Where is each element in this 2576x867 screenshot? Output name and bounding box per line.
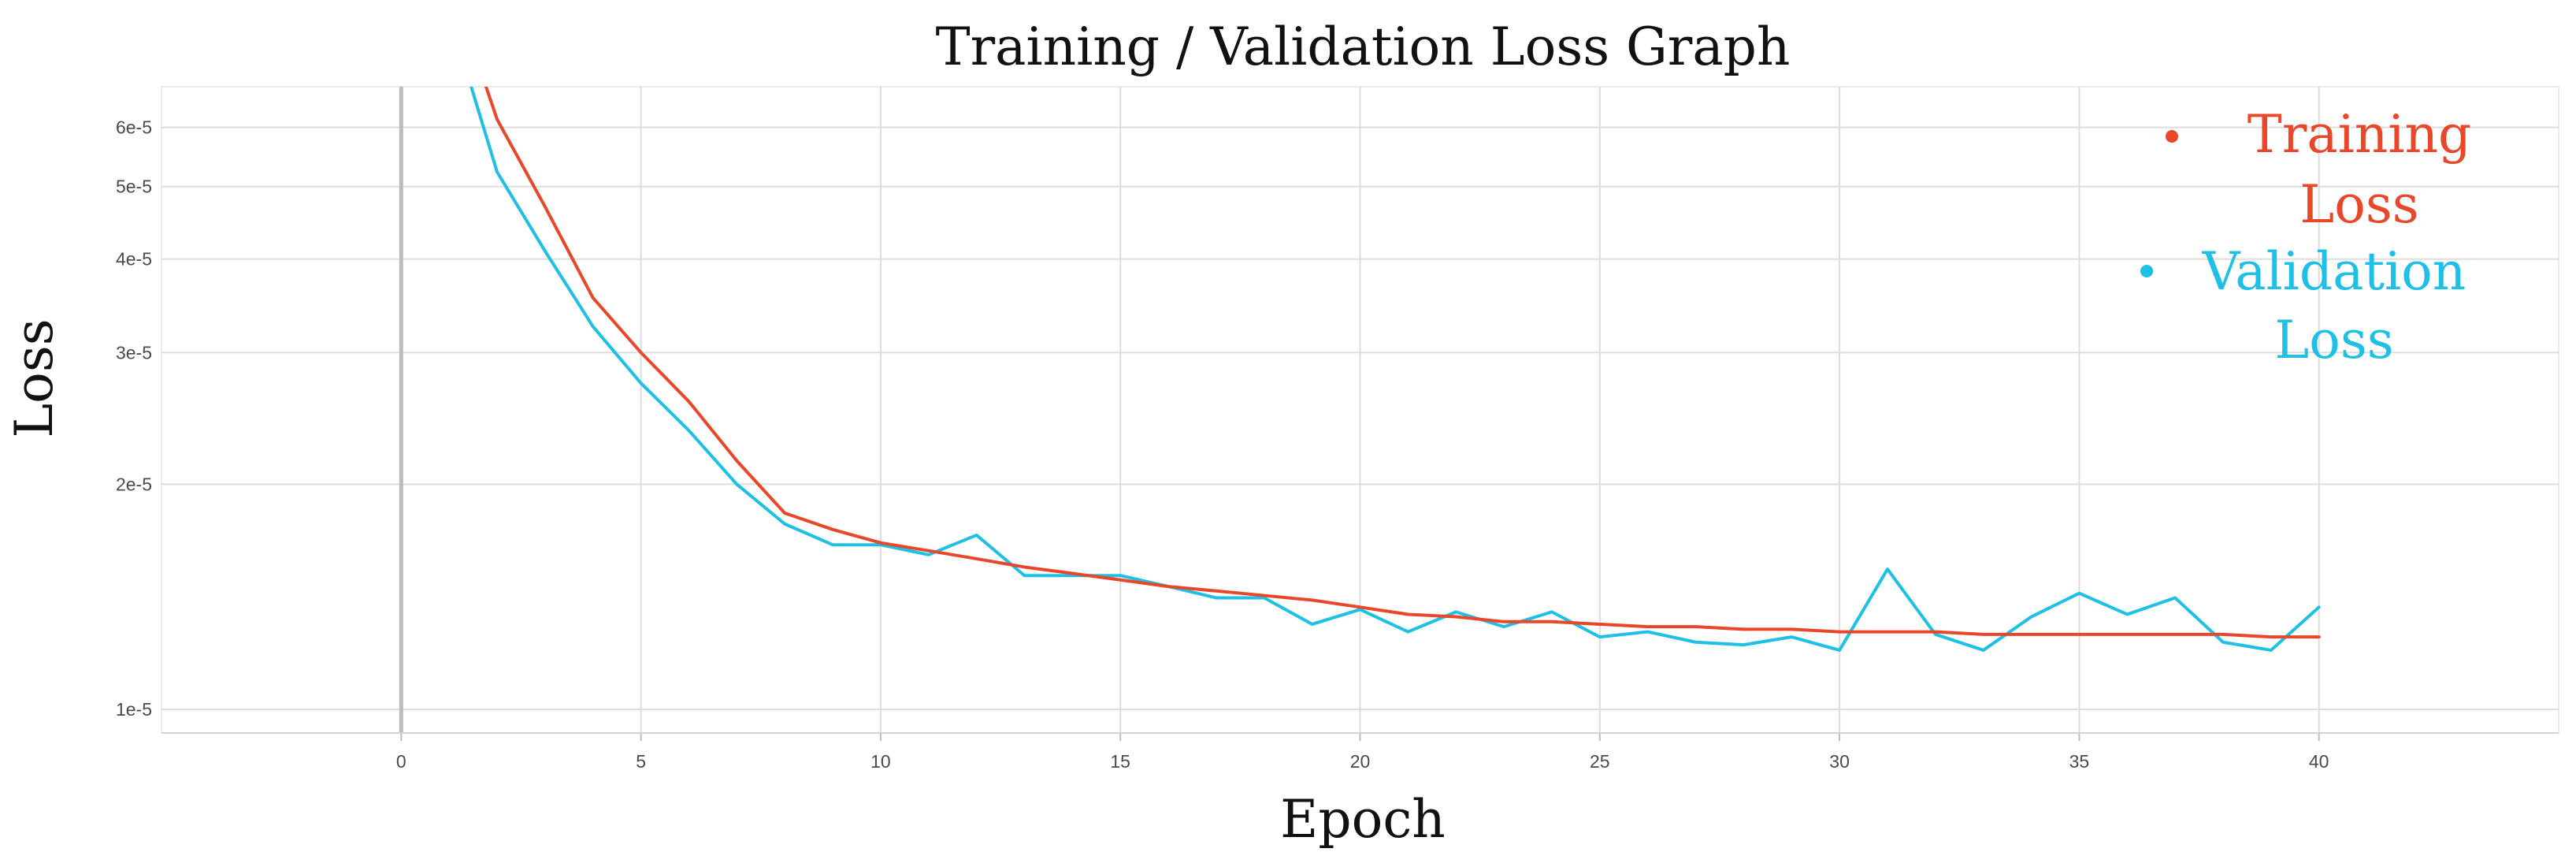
y-tick-label: 2e-5 [116,474,152,494]
y-axis-title: Loss [4,318,65,437]
axis-layer: 0 5 10 15 20 25 30 35 40 1e-5 2e-5 3e-5 4e-5 5e-5 6e-5 [116,117,2559,772]
x-tick-label: 15 [1110,751,1130,772]
x-axis-title: Epoch [1280,789,1446,850]
legend-validation-label-line1: Validation [2202,241,2467,302]
y-tick-label: 3e-5 [116,342,152,363]
x-tick-label: 10 [870,751,891,772]
y-tick-label: 1e-5 [116,699,152,720]
y-tick-label: 4e-5 [116,249,152,270]
chart-title: Training / Validation Loss Graph [936,17,1791,77]
training-loss-line [484,87,2321,639]
x-tick-label: 5 [636,751,646,772]
legend-validation-label-line2: Loss [2274,310,2393,370]
legend-item-training-loss: Training Loss [2166,104,2471,235]
x-tick-label: 30 [1829,751,1850,772]
x-tick-label: 0 [396,751,406,772]
legend: Training Loss Validation Loss [2140,104,2471,370]
legend-item-validation-loss: Validation Loss [2140,241,2466,370]
grid-layer [161,86,2559,734]
legend-training-label-line1: Training [2248,104,2471,165]
y-tick-label: 5e-5 [116,177,152,197]
x-tick-label: 35 [2069,751,2090,772]
label-layer: Training / Validation Loss Graph Epoch L… [4,17,1790,850]
legend-validation-marker [2140,265,2153,277]
series-layer [470,87,2321,652]
x-tick-label: 20 [1350,751,1371,772]
legend-training-label-line2: Loss [2299,174,2418,235]
x-tick-label: 25 [1590,751,1610,772]
y-tick-label: 6e-5 [116,117,152,138]
legend-training-marker [2166,130,2178,143]
x-tick-label: 40 [2309,751,2329,772]
